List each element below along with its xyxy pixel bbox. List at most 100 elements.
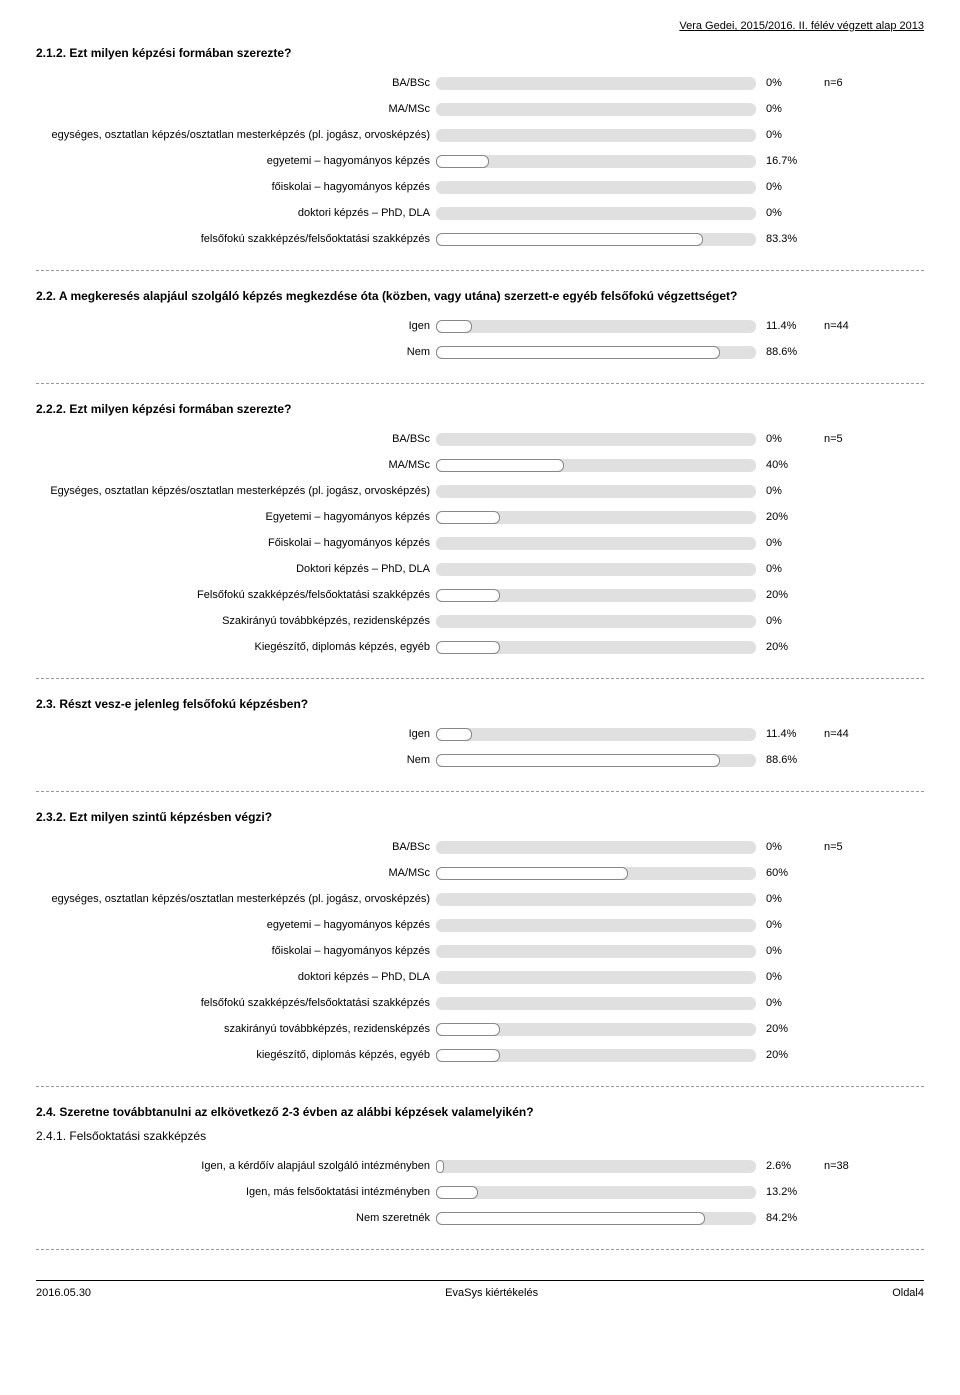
bar-track xyxy=(436,1160,756,1173)
bar-track xyxy=(436,893,756,906)
bar-track xyxy=(436,1212,756,1225)
bar-track xyxy=(436,971,756,984)
row-label: Főiskolai – hagyományos képzés xyxy=(36,537,436,549)
section-divider xyxy=(36,383,924,384)
bar-track xyxy=(436,1049,756,1062)
bar-row: Igen 11.4%n=44 xyxy=(36,313,924,339)
bar-row: felsőfokú szakképzés/felsőoktatási szakk… xyxy=(36,226,924,252)
bar-track xyxy=(436,155,756,168)
row-label: főiskolai – hagyományos képzés xyxy=(36,181,436,193)
row-label: Egyetemi – hagyományos képzés xyxy=(36,511,436,523)
row-label: BA/BSc xyxy=(36,77,436,89)
bar-row: felsőfokú szakképzés/felsőoktatási szakk… xyxy=(36,990,924,1016)
bar-fill xyxy=(436,867,628,880)
row-label: MA/MSc xyxy=(36,103,436,115)
row-percent: 20% xyxy=(756,589,816,601)
bar-row: Nem88.6% xyxy=(36,339,924,365)
bar-fill xyxy=(436,346,720,359)
bar-row: BA/BSc0%n=5 xyxy=(36,834,924,860)
question-subtitle: 2.4.1. Felsőoktatási szakképzés xyxy=(36,1129,924,1143)
bar-track xyxy=(436,320,756,333)
bar-row: Egyetemi – hagyományos képzés20% xyxy=(36,504,924,530)
row-percent: 83.3% xyxy=(756,233,816,245)
bar-fill xyxy=(436,728,472,741)
bar-fill xyxy=(436,511,500,524)
bar-row: Doktori képzés – PhD, DLA0% xyxy=(36,556,924,582)
question-title: 2.4. Szeretne továbbtanulni az elkövetke… xyxy=(36,1105,924,1119)
bar-row: egyetemi – hagyományos képzés16.7% xyxy=(36,148,924,174)
bar-row: doktori képzés – PhD, DLA0% xyxy=(36,200,924,226)
question-title: 2.1.2. Ezt milyen képzési formában szere… xyxy=(36,46,924,60)
bar-track xyxy=(436,537,756,550)
bar-rows: Igen11.4%n=44Nem88.6% xyxy=(36,721,924,773)
row-percent: 84.2% xyxy=(756,1212,816,1224)
bar-row: Igen, más felsőoktatási intézményben13.2… xyxy=(36,1179,924,1205)
row-label: Igen xyxy=(36,320,436,332)
bar-row: Nem szeretnék84.2% xyxy=(36,1205,924,1231)
section-divider xyxy=(36,1086,924,1087)
row-percent: 20% xyxy=(756,641,816,653)
bar-rows: BA/BSc0%n=5MA/MSc40%Egységes, osztatlan … xyxy=(36,426,924,660)
bar-track xyxy=(436,867,756,880)
row-label: BA/BSc xyxy=(36,841,436,853)
bar-track xyxy=(436,346,756,359)
row-percent: 11.4% xyxy=(756,320,816,332)
row-percent: 0% xyxy=(756,615,816,627)
bar-track xyxy=(436,459,756,472)
row-note: n=44 xyxy=(816,728,876,740)
row-percent: 20% xyxy=(756,1023,816,1035)
row-note: n=6 xyxy=(816,77,876,89)
bar-track xyxy=(436,641,756,654)
row-label: Kiegészítő, diplomás képzés, egyéb xyxy=(36,641,436,653)
bar-track xyxy=(436,1186,756,1199)
bar-track xyxy=(436,945,756,958)
row-note: n=5 xyxy=(816,433,876,445)
row-percent: 60% xyxy=(756,867,816,879)
bar-track xyxy=(436,77,756,90)
bar-row: Nem88.6% xyxy=(36,747,924,773)
bar-row: BA/BSc0%n=5 xyxy=(36,426,924,452)
bar-track xyxy=(436,433,756,446)
bar-row: Főiskolai – hagyományos képzés0% xyxy=(36,530,924,556)
row-percent: 0% xyxy=(756,129,816,141)
question-title: 2.2. A megkeresés alapjául szolgáló képz… xyxy=(36,289,924,303)
row-label: szakirányú továbbképzés, rezidensképzés xyxy=(36,1023,436,1035)
bar-fill xyxy=(436,641,500,654)
bar-row: doktori képzés – PhD, DLA0% xyxy=(36,964,924,990)
bar-track xyxy=(436,728,756,741)
row-label: MA/MSc xyxy=(36,867,436,879)
bar-row: Felsőfokú szakképzés/felsőoktatási szakk… xyxy=(36,582,924,608)
bar-track xyxy=(436,1023,756,1036)
row-label: Nem xyxy=(36,346,436,358)
bar-track xyxy=(436,485,756,498)
bar-fill xyxy=(436,1212,705,1225)
bar-fill xyxy=(436,1186,478,1199)
section-divider xyxy=(36,791,924,792)
row-label: Doktori képzés – PhD, DLA xyxy=(36,563,436,575)
row-percent: 0% xyxy=(756,841,816,853)
bar-row: szakirányú továbbképzés, rezidensképzés 2… xyxy=(36,1016,924,1042)
bar-row: Kiegészítő, diplomás képzés, egyéb 20% xyxy=(36,634,924,660)
row-label: egyetemi – hagyományos képzés xyxy=(36,919,436,931)
bar-track xyxy=(436,841,756,854)
question-title: 2.3. Részt vesz-e jelenleg felsőfokú kép… xyxy=(36,697,924,711)
footer-page: Oldal4 xyxy=(892,1287,924,1299)
bar-rows: BA/BSc0%n=6MA/MSc0%egységes, osztatlan k… xyxy=(36,70,924,252)
bar-row: MA/MSc 60% xyxy=(36,860,924,886)
bar-row: kiegészítő, diplomás képzés, egyéb20% xyxy=(36,1042,924,1068)
row-percent: 0% xyxy=(756,181,816,193)
row-label: Felsőfokú szakképzés/felsőoktatási szakk… xyxy=(36,589,436,601)
bar-row: MA/MSc40% xyxy=(36,452,924,478)
question-title: 2.3.2. Ezt milyen szintű képzésben végzi… xyxy=(36,810,924,824)
row-note: n=44 xyxy=(816,320,876,332)
row-percent: 40% xyxy=(756,459,816,471)
page-header-right: Vera Gedei, 2015/2016. II. félév végzett… xyxy=(36,20,924,32)
row-percent: 0% xyxy=(756,945,816,957)
row-label: Igen xyxy=(36,728,436,740)
bar-track xyxy=(436,233,756,246)
question-title: 2.2.2. Ezt milyen képzési formában szere… xyxy=(36,402,924,416)
bar-row: főiskolai – hagyományos képzés 0% xyxy=(36,174,924,200)
bar-row: Egységes, osztatlan képzés/osztatlan mes… xyxy=(36,478,924,504)
row-percent: 0% xyxy=(756,433,816,445)
row-label: főiskolai – hagyományos képzés xyxy=(36,945,436,957)
